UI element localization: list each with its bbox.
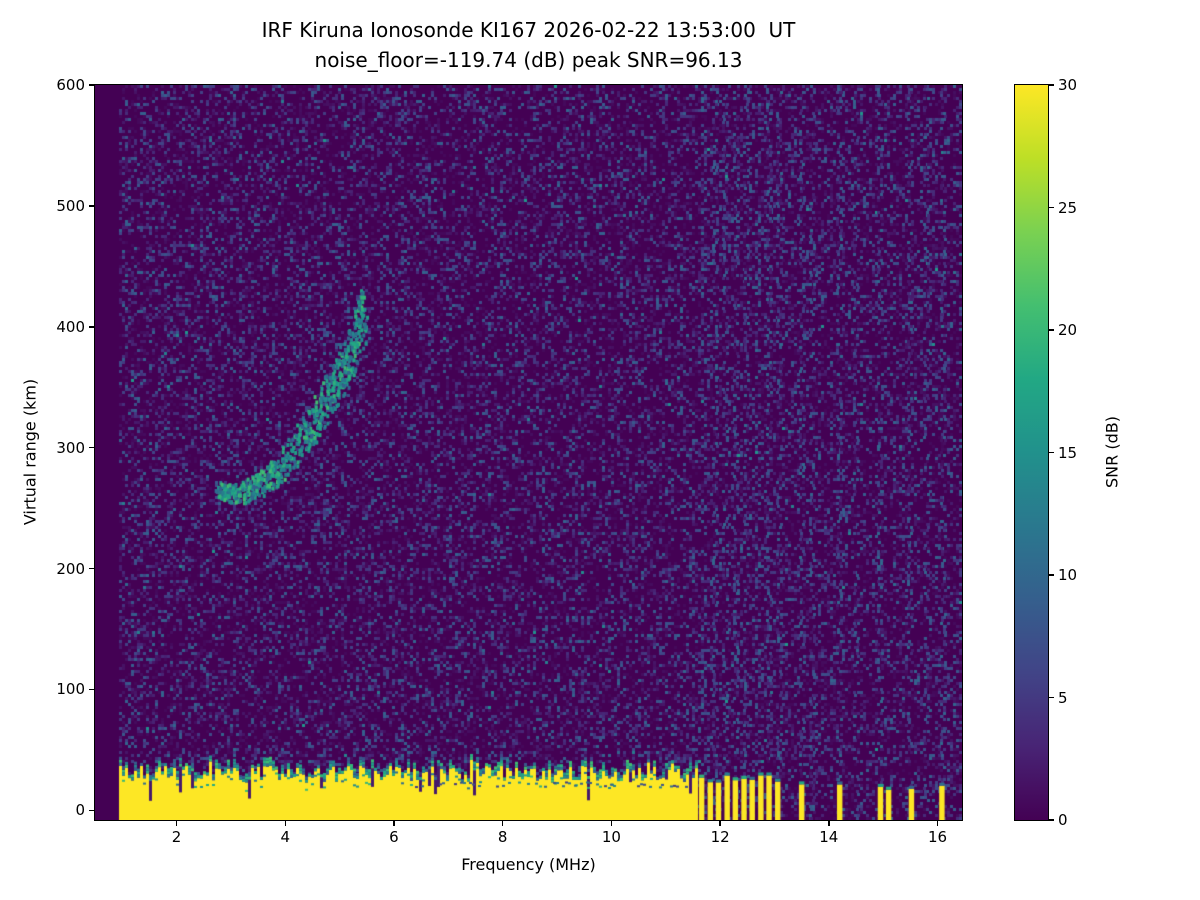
- x-tick-label: 4: [280, 828, 291, 846]
- y-tick-label: 300: [56, 438, 85, 457]
- colorbar-tick-label: 10: [1058, 566, 1078, 584]
- x-tick: [175, 820, 178, 826]
- y-tick-label: 400: [56, 317, 85, 336]
- colorbar-tick: [1048, 819, 1054, 821]
- y-tick: [89, 688, 95, 691]
- y-tick-label: 0: [75, 801, 85, 820]
- x-tick: [501, 820, 504, 826]
- y-axis-label: Virtual range (km): [20, 378, 40, 526]
- colorbar-gradient: [1015, 85, 1048, 820]
- colorbar-tick: [1048, 84, 1054, 86]
- y-tick-label: 500: [56, 196, 85, 215]
- x-tick: [828, 820, 830, 826]
- y-tick-label: 200: [56, 559, 85, 578]
- colorbar-label: SNR (dB): [1102, 416, 1122, 488]
- colorbar-tick-label: 15: [1058, 443, 1078, 462]
- colorbar-tick: [1048, 329, 1054, 331]
- y-tick-label: 100: [56, 680, 85, 699]
- x-tick-label: 2: [171, 828, 182, 846]
- colorbar: [1014, 84, 1049, 821]
- x-tick-label: 12: [710, 828, 730, 846]
- colorbar-tick: [1048, 451, 1054, 454]
- x-tick: [610, 820, 613, 826]
- chart-subtitle: noise_floor=-119.74 (dB) peak SNR=96.13: [314, 48, 743, 72]
- chart-title: IRF Kiruna Ionosonde KI167 2026-02-22 13…: [261, 18, 796, 42]
- colorbar-tick: [1048, 696, 1054, 699]
- x-tick: [936, 820, 939, 826]
- colorbar-tick: [1048, 206, 1054, 209]
- colorbar-tick-label: 0: [1058, 811, 1068, 829]
- x-tick-label: 6: [389, 828, 399, 846]
- x-tick: [393, 820, 395, 826]
- y-tick: [89, 205, 95, 207]
- colorbar-tick-label: 20: [1058, 321, 1078, 339]
- colorbar-tick-label: 25: [1058, 198, 1078, 217]
- x-tick: [284, 820, 286, 826]
- y-tick: [89, 567, 95, 570]
- y-tick: [89, 446, 95, 449]
- plot-area: [94, 84, 963, 821]
- y-tick: [89, 84, 95, 86]
- colorbar-tick-label: 5: [1058, 688, 1068, 707]
- x-axis-label: Frequency (MHz): [461, 855, 596, 874]
- y-tick: [89, 809, 95, 812]
- x-tick-label: 14: [819, 828, 839, 846]
- colorbar-tick-label: 30: [1058, 76, 1078, 94]
- y-tick: [89, 326, 95, 328]
- y-tick-label: 600: [56, 76, 85, 94]
- colorbar-tick: [1048, 574, 1054, 576]
- x-tick-label: 16: [927, 828, 948, 846]
- x-tick: [719, 820, 721, 826]
- x-tick-label: 8: [497, 828, 508, 846]
- x-tick-label: 10: [601, 828, 621, 846]
- ionogram-canvas: [95, 85, 962, 820]
